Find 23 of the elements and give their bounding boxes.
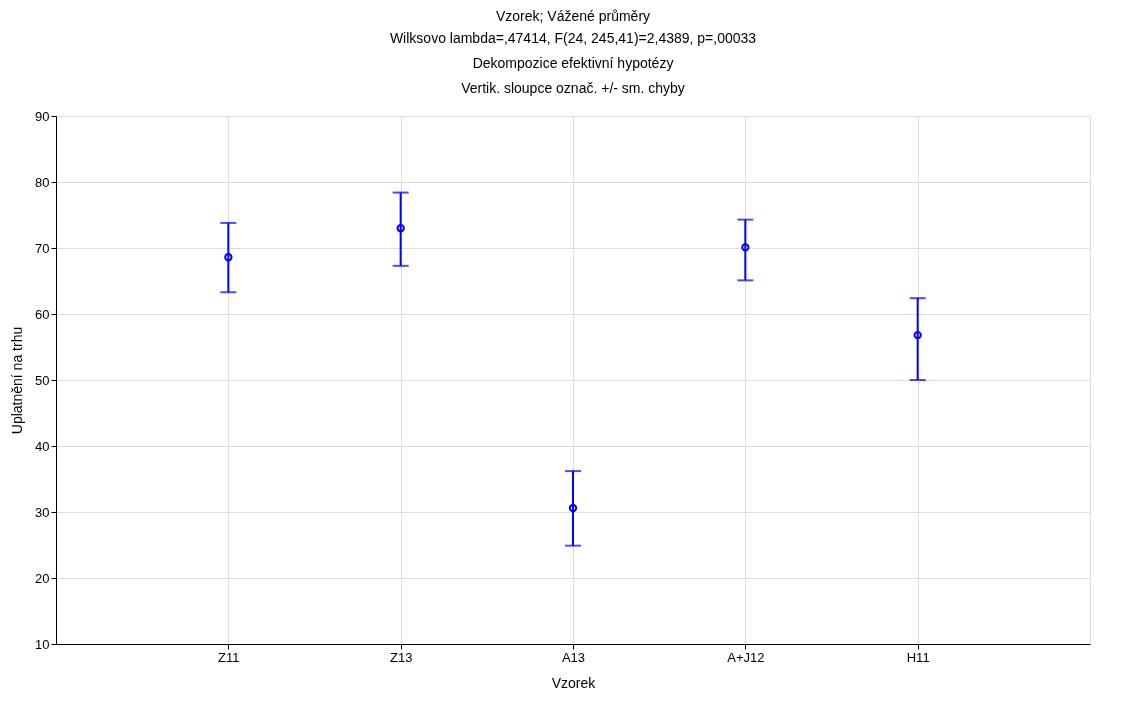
y-tick-label: 40 [35, 438, 50, 454]
y-tick-label: 30 [35, 504, 50, 520]
x-tick-label: H11 [906, 649, 930, 665]
chart-title: Vzorek; Vážené průměry [495, 8, 651, 24]
y-tick-label: 20 [35, 570, 50, 586]
point [741, 243, 750, 252]
x-axis-title: Vzorek [551, 674, 597, 691]
chart-subtitle: Wilksovo lambda=,47414, F(24, 245,41)=2,4389, p=,00033 Dekompozice efektivní hypotézy Vertik. sloupce označ. +/- sm. chyby [389, 30, 757, 96]
y-tick-label: 60 [35, 306, 50, 322]
x-tick-label: Z13 [389, 649, 413, 665]
x-tick-label: Z11 [218, 649, 240, 665]
x-tick-label: A13 [561, 649, 586, 665]
point [224, 253, 233, 262]
point [913, 330, 922, 340]
y-tick-label: 10 [35, 636, 50, 652]
y-axis-title: Uplatnění na trhu [9, 326, 26, 435]
y-tick-label: 70 [35, 240, 50, 256]
point [568, 503, 578, 513]
y-tick-label: 90 [35, 108, 50, 124]
x-tick-label: A+J12 [727, 649, 765, 665]
y-tick-label: 80 [35, 174, 50, 190]
point [396, 224, 405, 233]
y-tick-label: 50 [35, 372, 50, 388]
